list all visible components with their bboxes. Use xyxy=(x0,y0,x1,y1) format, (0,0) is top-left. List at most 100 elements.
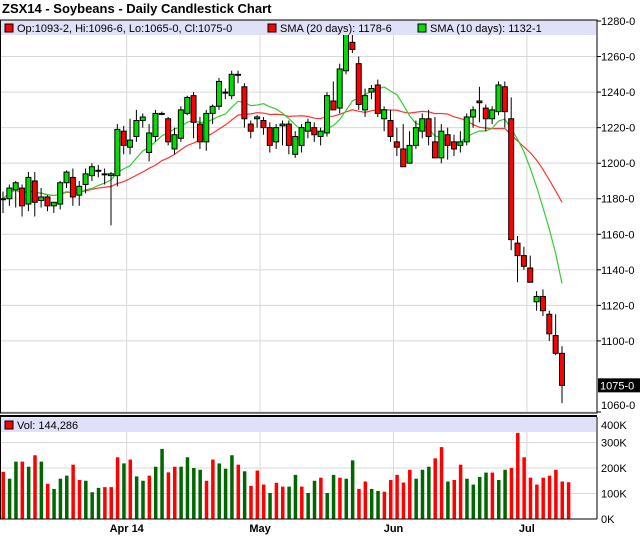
candle xyxy=(165,116,172,146)
volume-bar xyxy=(1,471,5,519)
candle-body xyxy=(146,132,153,154)
sma10-line xyxy=(2,86,563,284)
volume-bar xyxy=(52,488,56,519)
candle xyxy=(31,172,38,217)
candle-body xyxy=(19,187,26,207)
volume-tick-label: 300K xyxy=(601,438,627,450)
candle-body xyxy=(412,127,419,146)
candle-body xyxy=(0,198,6,201)
candle xyxy=(25,172,32,212)
volume-bar xyxy=(369,488,374,519)
candle xyxy=(38,188,45,208)
price-panel-frame xyxy=(0,19,598,414)
volume-bar xyxy=(58,478,63,519)
volume-bar xyxy=(141,480,145,519)
candle-body xyxy=(57,182,64,205)
price-tick-label: 1120-0 xyxy=(601,300,634,312)
price-tick-label: 1100-0 xyxy=(601,336,634,348)
volume-bar xyxy=(173,466,177,519)
candle xyxy=(482,104,489,132)
volume-bar xyxy=(433,458,437,519)
volume-bar xyxy=(414,478,418,519)
volume-bar xyxy=(211,459,215,519)
candle xyxy=(266,122,273,153)
candle-body xyxy=(387,120,394,138)
candle-body xyxy=(438,130,445,159)
candle-body xyxy=(425,118,432,138)
candle xyxy=(146,124,153,162)
volume-bar xyxy=(281,486,285,519)
candle-body xyxy=(431,141,438,159)
candle-body xyxy=(514,242,521,257)
candle xyxy=(247,120,254,139)
volume-bar xyxy=(134,476,139,519)
candle-body xyxy=(489,109,496,120)
candle xyxy=(457,131,464,153)
candle xyxy=(6,184,13,206)
sma10-legend-swatch xyxy=(417,23,427,33)
volume-bar xyxy=(77,479,82,519)
volume-bar xyxy=(312,480,317,519)
volume-bar xyxy=(268,492,272,519)
candle xyxy=(400,124,407,168)
candle xyxy=(203,109,210,151)
volume-bar xyxy=(45,483,50,519)
candle-body xyxy=(165,118,172,143)
volume-bar xyxy=(65,475,69,519)
volume-bar xyxy=(509,468,514,519)
candle xyxy=(438,124,445,164)
candle xyxy=(304,118,311,139)
candle xyxy=(368,84,375,100)
ohlc-legend-swatch xyxy=(4,23,14,33)
volume-bar xyxy=(230,455,234,519)
candle xyxy=(292,131,299,158)
volume-legend-text: Vol: 144,286 xyxy=(17,420,78,432)
candle-body xyxy=(273,127,280,143)
candle-body xyxy=(101,173,108,176)
candle-body xyxy=(508,118,515,241)
price-tick-label: 1260-0 xyxy=(601,52,635,64)
candle-body xyxy=(133,120,140,138)
volume-bar xyxy=(261,484,266,519)
price-tick-label: 1160-0 xyxy=(601,229,634,241)
candle xyxy=(184,95,191,116)
volume-bar xyxy=(84,480,88,519)
volume-bar xyxy=(331,474,336,519)
candle-body xyxy=(158,112,165,115)
volume-bar xyxy=(446,481,450,519)
candle xyxy=(44,195,51,212)
candle-body xyxy=(279,123,286,127)
candle xyxy=(311,122,318,142)
candle xyxy=(539,289,546,317)
volume-bar xyxy=(363,481,368,519)
candle-body xyxy=(209,105,216,114)
volume-bar xyxy=(376,490,380,519)
candle xyxy=(393,127,400,157)
candle xyxy=(533,291,540,311)
volume-bar xyxy=(484,472,488,519)
candle xyxy=(463,113,470,146)
candle xyxy=(273,124,280,149)
volume-bar xyxy=(357,488,361,519)
volume-bar xyxy=(306,492,310,519)
candle xyxy=(362,88,369,117)
candle xyxy=(12,180,19,208)
candle-body xyxy=(107,173,114,177)
candle-body xyxy=(260,120,267,129)
candle-body xyxy=(298,127,305,146)
candle-body xyxy=(31,180,38,203)
candle xyxy=(241,83,248,128)
candle-body xyxy=(152,112,159,138)
candle-body xyxy=(400,148,407,168)
candle xyxy=(495,81,502,116)
candle-body xyxy=(463,116,470,143)
candle-body xyxy=(177,109,184,139)
volume-bar xyxy=(109,487,113,519)
candle xyxy=(470,106,477,128)
candle-body xyxy=(374,84,381,114)
volume-bar xyxy=(541,477,545,519)
date-tick-label: Jul xyxy=(519,523,535,535)
candle-body xyxy=(171,134,178,150)
volume-bar xyxy=(547,475,552,519)
price-tick-label: 1180-0 xyxy=(601,194,634,206)
